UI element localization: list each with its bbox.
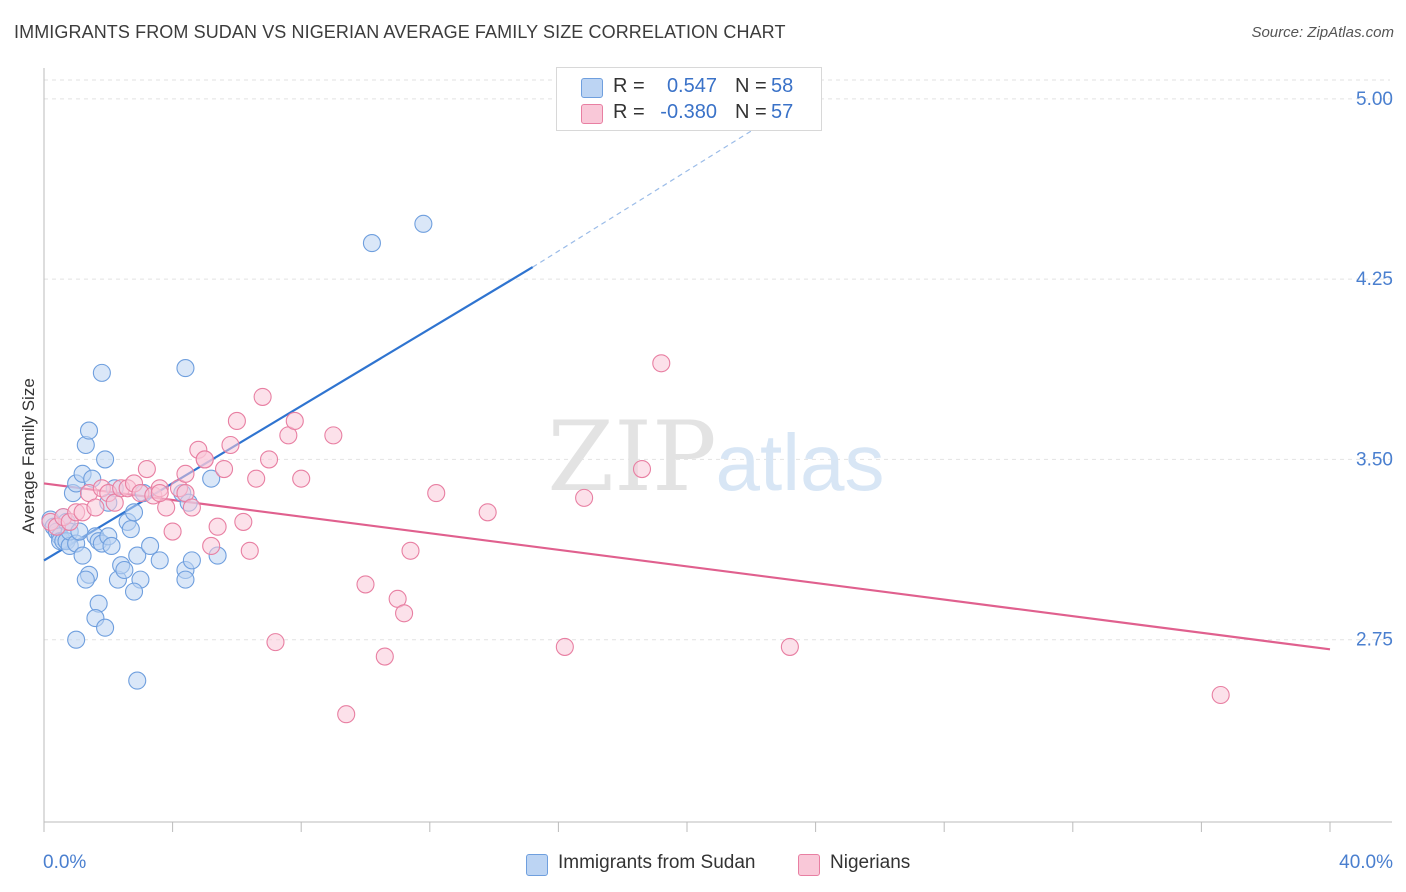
- bottom-legend-label-nigerians: Nigerians: [830, 852, 911, 873]
- data-point-nigerians: [427, 484, 446, 503]
- data-points: [41, 214, 1230, 724]
- data-point-nigerians: [195, 450, 214, 469]
- data-point-sudan: [96, 618, 115, 637]
- data-point-sudan: [362, 234, 381, 253]
- bottom-legend-swatch-nigerians: [798, 854, 820, 876]
- data-point-nigerians: [324, 426, 343, 445]
- data-point-nigerians: [202, 536, 221, 556]
- data-point-sudan: [176, 570, 195, 589]
- data-point-sudan: [141, 536, 160, 556]
- data-point-sudan: [92, 363, 111, 382]
- data-point-nigerians: [259, 450, 279, 469]
- data-point-nigerians: [292, 469, 311, 488]
- data-point-sudan: [76, 570, 95, 589]
- legend-n-value: 57: [771, 101, 794, 123]
- data-point-nigerians: [253, 387, 272, 406]
- trend-lines: [43, 110, 1331, 651]
- data-point-nigerians: [395, 604, 414, 623]
- chart-source: Source: ZipAtlas.com: [1251, 24, 1394, 41]
- data-point-nigerians: [221, 435, 240, 455]
- x-axis-max-label: 40.0%: [1339, 852, 1393, 873]
- data-point-nigerians: [86, 498, 105, 517]
- data-point-sudan: [182, 551, 201, 570]
- data-point-nigerians: [337, 705, 356, 724]
- legend-row-sudan: R = 0.547 N = 58: [557, 75, 821, 101]
- legend-r-value: -0.380: [660, 101, 717, 123]
- y-tick-label: 4.25: [1356, 269, 1393, 290]
- data-point-sudan: [115, 560, 134, 580]
- data-point-sudan: [202, 469, 221, 488]
- x-axis-min-label: 0.0%: [43, 852, 87, 873]
- data-point-sudan: [414, 214, 433, 233]
- chart-title: IMMIGRANTS FROM SUDAN VS NIGERIAN AVERAG…: [14, 22, 786, 42]
- y-tick-label: 2.75: [1356, 630, 1393, 651]
- data-point-sudan: [124, 582, 144, 601]
- bottom-legend-label-sudan: Immigrants from Sudan: [558, 852, 756, 873]
- legend-swatch-nigerians: [581, 104, 603, 124]
- data-point-nigerians: [575, 488, 594, 507]
- legend-n-label: N =: [735, 75, 767, 97]
- watermark-atlas: atlas: [716, 418, 885, 507]
- data-point-sudan: [128, 671, 147, 690]
- data-point-nigerians: [150, 484, 169, 503]
- y-tick-labels: 2.75 3.50 4.25 5.00: [1356, 89, 1393, 651]
- data-point-nigerians: [208, 517, 227, 536]
- data-point-nigerians: [182, 498, 201, 517]
- data-point-nigerians: [176, 464, 195, 483]
- trend-line-nigerians: [43, 482, 1331, 651]
- data-point-nigerians: [285, 411, 304, 431]
- legend-r-value: 0.547: [666, 75, 717, 97]
- data-point-nigerians: [240, 541, 259, 560]
- axes: [43, 68, 1392, 832]
- data-point-sudan: [102, 536, 121, 556]
- data-point-sudan: [79, 421, 99, 440]
- trend-line-sudan: [43, 266, 534, 562]
- y-tick-label: 5.00: [1356, 89, 1393, 110]
- correlation-legend: R = 0.547 N = 58 R = -0.380 N = 57: [556, 67, 822, 131]
- watermark-zip: ZIP: [547, 401, 716, 513]
- data-point-nigerians: [401, 541, 420, 560]
- data-point-sudan: [128, 546, 147, 565]
- y-tick-label: 3.50: [1356, 449, 1393, 470]
- data-point-nigerians: [234, 512, 253, 531]
- watermark: ZIP atlas: [547, 401, 884, 513]
- data-point-nigerians: [356, 575, 375, 594]
- data-point-nigerians: [1211, 685, 1230, 705]
- data-point-sudan: [96, 450, 115, 469]
- data-point-nigerians: [652, 354, 671, 373]
- data-point-nigerians: [478, 503, 497, 522]
- data-point-sudan: [150, 551, 169, 570]
- data-point-sudan: [124, 503, 144, 522]
- data-point-nigerians: [632, 459, 652, 479]
- data-point-nigerians: [214, 459, 234, 479]
- data-point-nigerians: [266, 633, 285, 652]
- legend-r-label: R =: [613, 75, 645, 97]
- data-point-sudan: [121, 520, 140, 539]
- legend-row-nigerians: R = -0.380 N = 57: [557, 101, 821, 127]
- legend-n-value: 58: [771, 75, 794, 97]
- legend-n-label: N =: [735, 101, 767, 123]
- legend-swatch-sudan: [581, 78, 603, 98]
- data-point-nigerians: [163, 522, 182, 541]
- data-point-nigerians: [227, 411, 246, 431]
- data-point-nigerians: [780, 637, 799, 656]
- data-point-nigerians: [555, 637, 574, 656]
- data-point-nigerians: [247, 469, 266, 488]
- trend-line-sudan-extension: [532, 110, 784, 268]
- data-point-sudan: [73, 546, 92, 565]
- y-axis-label: Average Family Size: [19, 378, 38, 534]
- data-point-sudan: [67, 630, 86, 649]
- bottom-legend-swatch-sudan: [526, 854, 548, 876]
- data-point-nigerians: [137, 459, 156, 479]
- data-point-sudan: [176, 359, 195, 378]
- legend-r-label: R =: [613, 101, 645, 123]
- data-point-nigerians: [375, 647, 394, 666]
